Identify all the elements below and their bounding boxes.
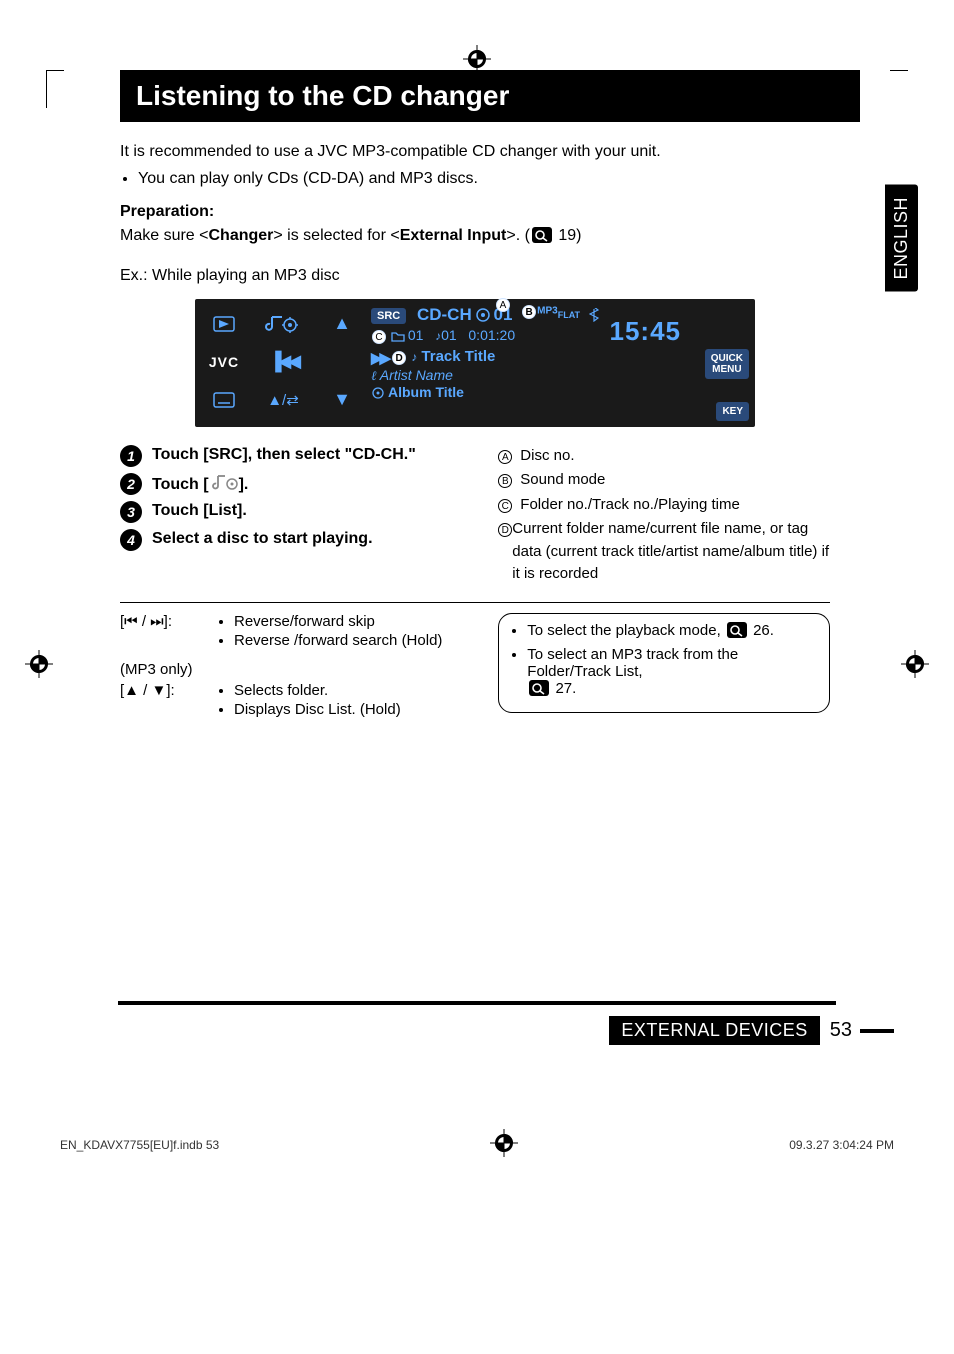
album-icon	[371, 387, 385, 399]
screen-right-controls: QUICK MENU KEY	[693, 299, 755, 427]
step-2: Touch [].	[152, 473, 248, 494]
language-tab: ENGLISH	[885, 185, 918, 292]
step-num-4: 4	[120, 529, 142, 551]
step-num-1: 1	[120, 445, 142, 467]
screen-left-controls: ▲ JVC ▐◀◀ ▲/⇄ ▼	[195, 299, 367, 427]
step-4: Select a disc to start playing.	[152, 529, 373, 548]
source-name: CD-CH	[417, 305, 472, 324]
divider	[120, 602, 830, 603]
step-1: Touch [SRC], then select "CD-CH."	[152, 445, 416, 464]
controls-left: [⏮ / ⏭]: Reverse/forward skip Reverse /f…	[120, 613, 468, 722]
clock: 15:45	[610, 316, 682, 347]
flat-label: FLAT	[558, 310, 580, 320]
folder-item-1: Selects folder.	[234, 682, 401, 699]
map-icon	[205, 309, 243, 339]
skip-key: [⏮ / ⏭]:	[120, 613, 220, 651]
skip-item-2: Reverse /forward search (Hold)	[234, 632, 442, 649]
up-icon: ▲	[323, 309, 361, 339]
artist-name: Artist Name	[380, 367, 453, 383]
disc-icon	[476, 308, 490, 322]
callout-d-marker: D	[392, 351, 406, 365]
callout-legend: ADisc no. BSound mode CFolder no./Track …	[498, 445, 830, 586]
footer-line	[860, 1029, 894, 1033]
preparation-text: Make sure <Changer> is selected for <Ext…	[120, 224, 830, 250]
screen-main: SRC CD-CH 01 BMP3FLAT C 01 ♪01 0:01:20 1…	[367, 299, 693, 427]
imprint-right: 09.3.27 3:04:24 PM	[789, 1138, 894, 1152]
skip-item-1: Reverse/forward skip	[234, 613, 442, 630]
magnifier-icon	[727, 622, 747, 642]
brand-label: JVC	[205, 354, 243, 370]
eject-swap-icon: ▲/⇄	[251, 385, 315, 415]
legend-c: Folder no./Track no./Playing time	[520, 494, 740, 517]
steps: 1 Touch [SRC], then select "CD-CH." 2 Touc…	[120, 445, 468, 551]
music-settings-icon	[251, 309, 315, 339]
tip-2: To select an MP3 track from the Folder/T…	[527, 646, 817, 700]
footer-section: EXTERNAL DEVICES	[609, 1016, 819, 1045]
folder-icon	[391, 331, 405, 342]
play-time: 0:01:20	[468, 327, 515, 343]
imprint-left: EN_KDAVX7755[EU]f.indb 53	[60, 1138, 219, 1152]
album-title: Album Title	[388, 384, 464, 400]
src-pill: SRC	[371, 308, 406, 324]
step-3: Touch [List].	[152, 501, 247, 520]
eject-icon	[205, 385, 243, 415]
intro-line: It is recommended to use a JVC MP3-compa…	[120, 140, 830, 163]
example-line: Ex.: While playing an MP3 disc	[120, 264, 830, 287]
device-screen: A ▲ JVC ▐◀◀ ▲/⇄ ▼ SRC CD-CH 01	[195, 299, 755, 427]
callout-c-marker: C	[372, 330, 386, 344]
mp3-label: MP3	[537, 305, 558, 316]
step-num-2: 2	[120, 473, 142, 495]
track-no: 01	[441, 327, 457, 343]
music-gear-icon	[211, 474, 237, 492]
legend-d: Current folder name/current file name, o…	[512, 518, 830, 586]
mp3-only-label: (MP3 only)	[120, 661, 468, 678]
magnifier-icon	[529, 680, 549, 700]
magnifier-icon	[532, 227, 552, 250]
footer-rule	[118, 1001, 836, 1005]
page-title: Listening to the CD changer	[120, 70, 860, 122]
step-num-3: 3	[120, 501, 142, 523]
quick-menu-button: QUICK MENU	[705, 349, 749, 379]
play-state-icon: ▶▶	[371, 349, 388, 367]
callout-a-marker: A	[496, 298, 510, 312]
legend-b: Sound mode	[520, 469, 605, 492]
imprint: EN_KDAVX7755[EU]f.indb 53 09.3.27 3:04:2…	[60, 1129, 894, 1160]
prev-icon: ▐◀◀	[251, 347, 315, 377]
legend-a: Disc no.	[520, 445, 574, 468]
folder-item-2: Displays Disc List. (Hold)	[234, 701, 401, 718]
intro-bullet: You can play only CDs (CD-DA) and MP3 di…	[138, 167, 830, 190]
bt-icon	[589, 308, 599, 322]
folder-key: [▲ / ▼]:	[120, 682, 220, 720]
registration-mark-bottom	[490, 1129, 518, 1160]
intro-block: It is recommended to use a JVC MP3-compa…	[120, 140, 830, 287]
tip-box: To select the playback mode, 26. To sele…	[498, 613, 830, 713]
preparation-label: Preparation:	[120, 200, 830, 223]
down-icon: ▼	[323, 385, 361, 415]
key-button: KEY	[716, 402, 749, 421]
footer: EXTERNAL DEVICES 53	[609, 1016, 894, 1045]
footer-page: 53	[830, 1019, 852, 1042]
tip-1: To select the playback mode, 26.	[527, 622, 817, 642]
folder-no: 01	[408, 327, 424, 343]
track-title: Track Title	[421, 348, 495, 365]
callout-b-inline: B	[521, 307, 537, 318]
